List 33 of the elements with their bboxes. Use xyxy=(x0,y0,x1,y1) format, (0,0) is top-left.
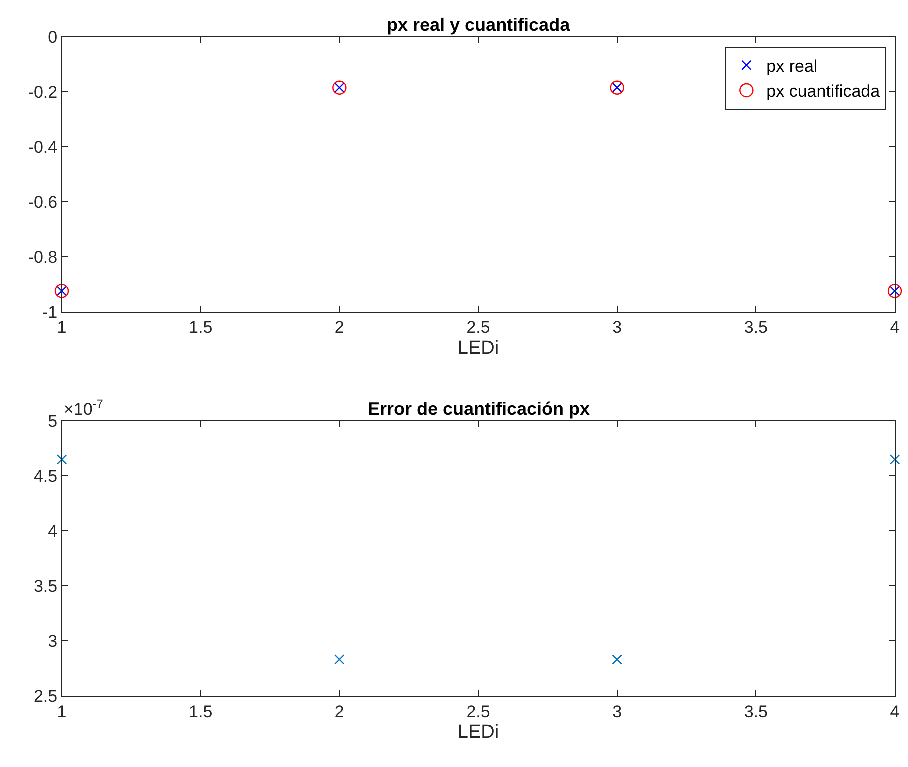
x-tick-label: 2.5 xyxy=(466,318,490,338)
y-tick-label: -0.8 xyxy=(28,248,58,267)
x-tick-label: 3 xyxy=(612,318,622,338)
x-tick-label: 3.5 xyxy=(744,702,768,722)
y-tick-label: -0.4 xyxy=(28,138,58,157)
y-tick-label: 4 xyxy=(48,522,58,542)
x-tick-label: 2.5 xyxy=(466,702,490,722)
y-tick-label: -0.2 xyxy=(28,82,58,102)
legend-label: px cuantificada xyxy=(766,82,881,102)
x-tick-label: 4 xyxy=(890,318,900,338)
x-tick-label: 3.5 xyxy=(744,318,768,338)
y-tick-label: 3 xyxy=(48,632,58,651)
y-tick-label: 5 xyxy=(48,412,58,432)
x-tick-label: 1.5 xyxy=(189,702,213,722)
chart-title: px real y cuantificada xyxy=(387,15,572,35)
x-tick-label: 3 xyxy=(612,702,622,722)
x-tick-label: 4 xyxy=(890,702,900,722)
y-tick-label: -1 xyxy=(42,302,58,322)
text: ×10$^{-7}$ xyxy=(64,397,104,420)
y-tick-label: 0 xyxy=(48,28,58,47)
x-tick-label: 2 xyxy=(334,318,344,338)
legend-label: px real xyxy=(766,57,818,76)
x-axis-title: LEDi xyxy=(458,338,500,360)
y-tick-label: 3.5 xyxy=(34,577,58,596)
x-axis-title: LEDi xyxy=(458,722,500,744)
y-tick-label: 2.5 xyxy=(34,686,58,706)
x-tick-label: 2 xyxy=(334,702,344,722)
y-tick-label: 4.5 xyxy=(34,467,58,486)
x-tick-label: 1.5 xyxy=(189,318,213,338)
x-tick-label: 1 xyxy=(57,702,67,722)
chart-title: Error de cuantificación px xyxy=(368,399,590,419)
x-tick-label: 1 xyxy=(57,318,67,338)
y-tick-label: -0.6 xyxy=(28,192,58,212)
